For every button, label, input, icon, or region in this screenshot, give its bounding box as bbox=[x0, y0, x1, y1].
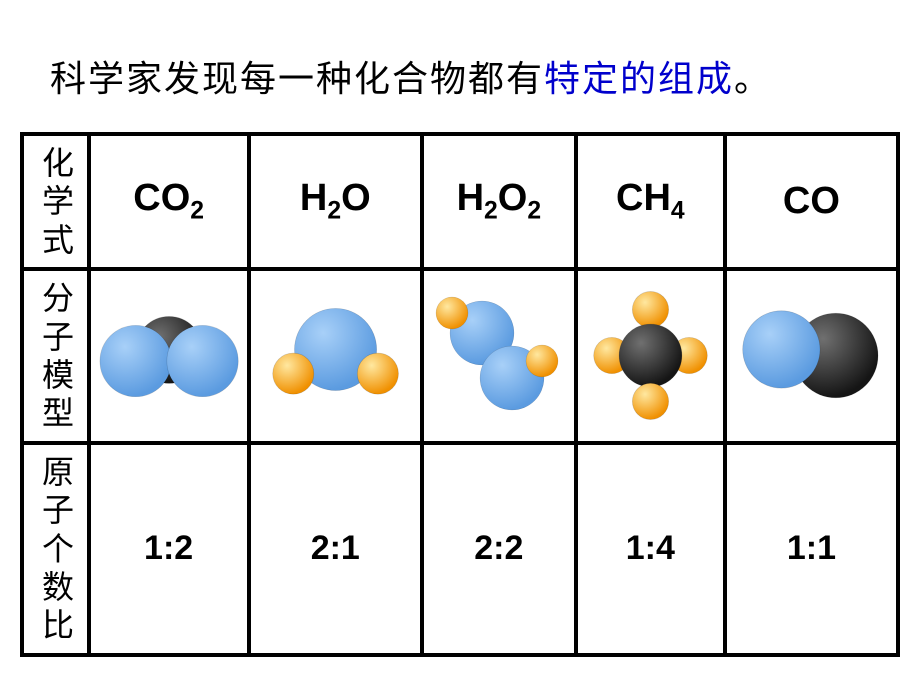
compound-table: 化学式 CO2 H2O H2O2 CH4 CO 分子模型 bbox=[20, 132, 900, 657]
formula-row: 化学式 CO2 H2O H2O2 CH4 CO bbox=[22, 134, 898, 269]
formula-h2o: H2O bbox=[249, 134, 422, 269]
ratio-co2: 1:2 bbox=[89, 443, 249, 655]
model-co2 bbox=[89, 269, 249, 443]
formula-h2o2: H2O2 bbox=[422, 134, 576, 269]
ratio-h2o: 2:1 bbox=[249, 443, 422, 655]
model-ch4 bbox=[576, 269, 725, 443]
title-highlight: 特定的组成 bbox=[544, 58, 734, 99]
model-h2o2 bbox=[422, 269, 576, 443]
formula-co2: CO2 bbox=[89, 134, 249, 269]
ratio-row: 原子个数比 1:2 2:1 2:2 1:4 1:1 bbox=[22, 443, 898, 655]
title-prefix: 科学家发现每一种化合物都有 bbox=[50, 58, 544, 99]
row-header-model: 分子模型 bbox=[22, 269, 89, 443]
formula-co: CO bbox=[725, 134, 898, 269]
ratio-co: 1:1 bbox=[725, 443, 898, 655]
row-header-formula: 化学式 bbox=[22, 134, 89, 269]
model-row: 分子模型 bbox=[22, 269, 898, 443]
title: 科学家发现每一种化合物都有特定的组成。 bbox=[0, 0, 920, 132]
ratio-ch4: 1:4 bbox=[576, 443, 725, 655]
row-header-ratio: 原子个数比 bbox=[22, 443, 89, 655]
model-co bbox=[725, 269, 898, 443]
ratio-h2o2: 2:2 bbox=[422, 443, 576, 655]
formula-ch4: CH4 bbox=[576, 134, 725, 269]
title-suffix: 。 bbox=[734, 58, 772, 99]
model-h2o bbox=[249, 269, 422, 443]
